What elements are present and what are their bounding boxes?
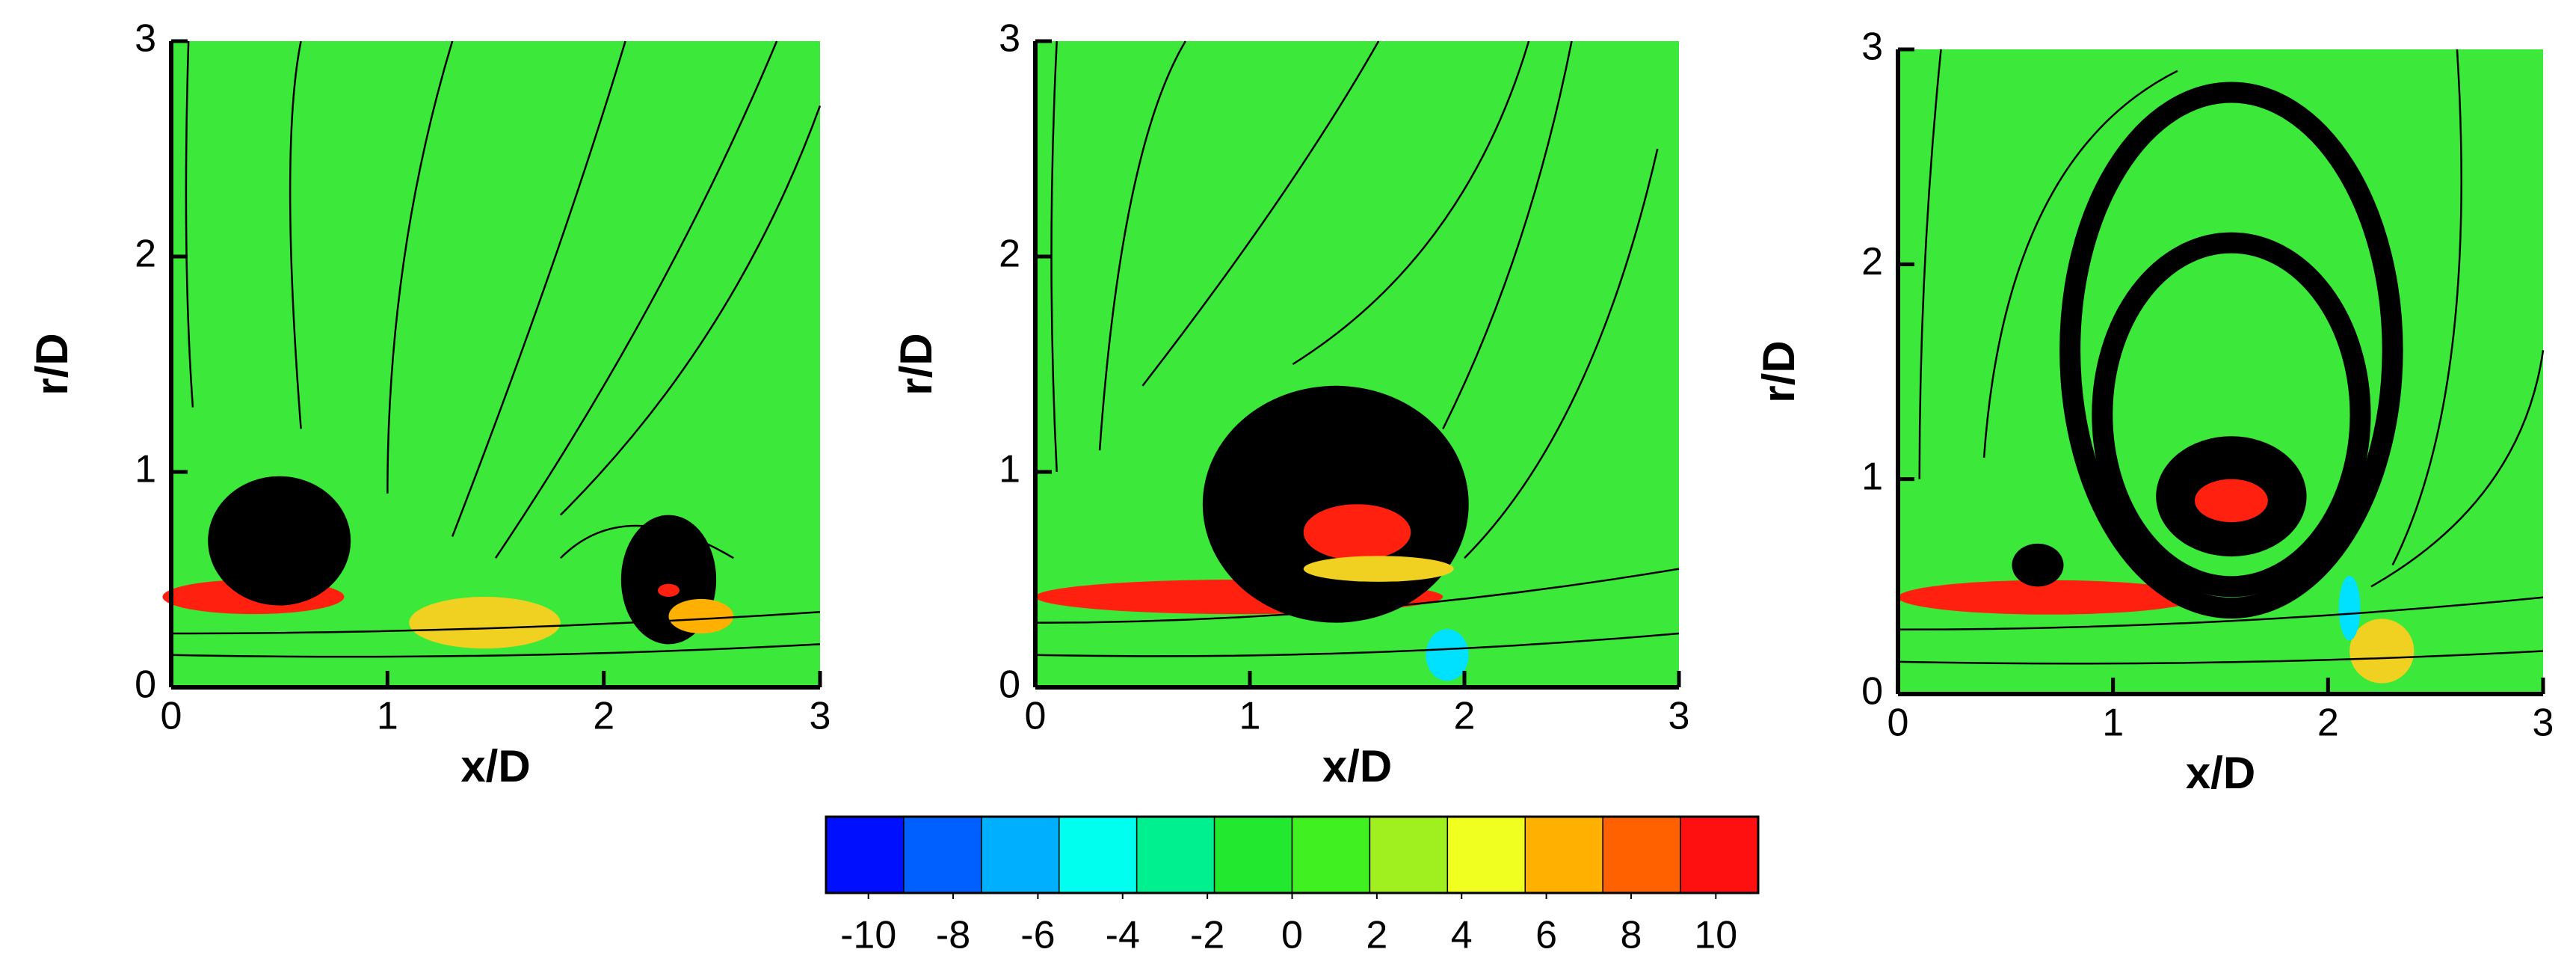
contour-panel: 0 1 2 3 0 1 2 3 x/D r/D: [27, 17, 831, 791]
streamline: [1918, 49, 1942, 479]
streamline: [170, 643, 821, 658]
x-tick-label: 2: [593, 695, 614, 738]
colorbar: -10 -8 -6 -4 -2 0 2 4 6 8 10: [825, 815, 1760, 957]
streamline: [451, 40, 626, 537]
x-tick-label: 1: [2102, 702, 2124, 745]
field-region: [2338, 575, 2361, 641]
y-tick-label: 2: [135, 233, 156, 276]
field-region: [208, 476, 351, 606]
colorbar-swatch: [1680, 816, 1759, 894]
contour-panel: 0 1 2 3 0 1 2 3 x/D r/D: [891, 17, 1690, 791]
field-region: [1303, 556, 1454, 582]
colorbar-tick-label: -4: [1106, 914, 1140, 957]
x-tick-label: 0: [1888, 702, 1909, 745]
colorbar-swatch: [1213, 816, 1293, 894]
y-axis-label: r/D: [1754, 340, 1804, 402]
colorbar-swatch: [1446, 816, 1526, 894]
streamline: [494, 40, 778, 559]
y-tick-label: 2: [1861, 240, 1883, 283]
colorbar-tick-label: 0: [1281, 914, 1303, 957]
streamline: [1464, 148, 1659, 559]
colorbar-swatch: [1369, 816, 1449, 894]
y-tick-label: 0: [1861, 670, 1883, 713]
x-axis-label: x/D: [2186, 748, 2255, 798]
y-tick-label: 1: [1861, 455, 1883, 498]
y-tick-label: 3: [135, 17, 156, 61]
field-region: [2012, 543, 2064, 587]
colorbar-tick-label: 4: [1451, 914, 1473, 957]
streamline: [170, 610, 821, 635]
streamline: [1442, 40, 1573, 429]
streamline: [386, 40, 454, 494]
streamline: [289, 40, 302, 429]
colorbar-tick-label: -10: [840, 914, 896, 957]
x-tick-label: 2: [1454, 695, 1476, 738]
streamline: [1897, 596, 2544, 631]
colorbar-swatch: [1059, 816, 1138, 894]
colorbar-swatch: [1291, 816, 1371, 894]
x-tick-label: 1: [1239, 695, 1261, 738]
field-region: [1426, 629, 1469, 681]
x-axis-label: x/D: [1322, 741, 1392, 791]
x-tick-label: 0: [161, 695, 182, 738]
y-tick-label: 0: [999, 663, 1020, 707]
colorbar-tick-label: 10: [1694, 914, 1737, 957]
field-region: [2092, 232, 2371, 598]
contour-panel: 0 1 2 3 0 1 2 3 x/D r/D: [1754, 25, 2554, 798]
colorbar-swatch: [981, 816, 1060, 894]
streamline: [1035, 568, 1680, 624]
colorbar-tick-label: 8: [1620, 914, 1642, 957]
colorbar-tick-label: -6: [1020, 914, 1055, 957]
field-region: [409, 597, 561, 649]
streamline: [2391, 49, 2462, 566]
colorbar-swatch: [1136, 816, 1215, 894]
x-tick-label: 3: [810, 695, 831, 738]
streamline: [1897, 650, 2544, 665]
streamline: [1982, 70, 2178, 458]
x-tick-label: 1: [377, 695, 398, 738]
y-axis-label: r/D: [27, 333, 77, 395]
y-tick-label: 3: [1861, 25, 1883, 69]
colorbar-swatch: [825, 816, 905, 894]
field-region: [1898, 580, 2199, 615]
x-axis-label: x/D: [460, 741, 530, 791]
field-region: [1303, 504, 1411, 561]
colorbar-swatch: [1524, 816, 1603, 894]
streamline: [2370, 350, 2545, 588]
colorbar-tick-label: -8: [936, 914, 970, 957]
streamline: [1098, 40, 1186, 451]
y-tick-label: 3: [999, 17, 1020, 61]
x-tick-label: 2: [2317, 702, 2339, 745]
streamline: [559, 105, 822, 516]
colorbar-tick-label: 6: [1535, 914, 1557, 957]
colorbar-swatch: [903, 816, 982, 894]
colorbar-tick-label: 2: [1366, 914, 1387, 957]
field-region: [2194, 479, 2268, 523]
y-axis-label: r/D: [891, 333, 941, 395]
streamline: [185, 40, 194, 408]
y-tick-label: 1: [135, 448, 156, 491]
field-region: [668, 598, 734, 634]
y-tick-label: 2: [999, 233, 1020, 276]
colorbar-tick-label: -2: [1190, 914, 1224, 957]
streamline: [1035, 632, 1680, 657]
streamline: [1141, 40, 1380, 387]
x-tick-label: 0: [1025, 695, 1047, 738]
field-region: [2059, 82, 2403, 619]
colorbar-swatch: [1602, 816, 1681, 894]
field-region: [1202, 385, 1469, 623]
field-region: [2349, 619, 2415, 684]
x-tick-label: 3: [2533, 702, 2554, 745]
streamline: [1292, 40, 1530, 366]
y-tick-label: 1: [999, 448, 1020, 491]
streamline: [559, 524, 734, 559]
y-tick-label: 0: [135, 663, 156, 707]
x-tick-label: 3: [1668, 695, 1690, 738]
field-region: [658, 583, 680, 598]
